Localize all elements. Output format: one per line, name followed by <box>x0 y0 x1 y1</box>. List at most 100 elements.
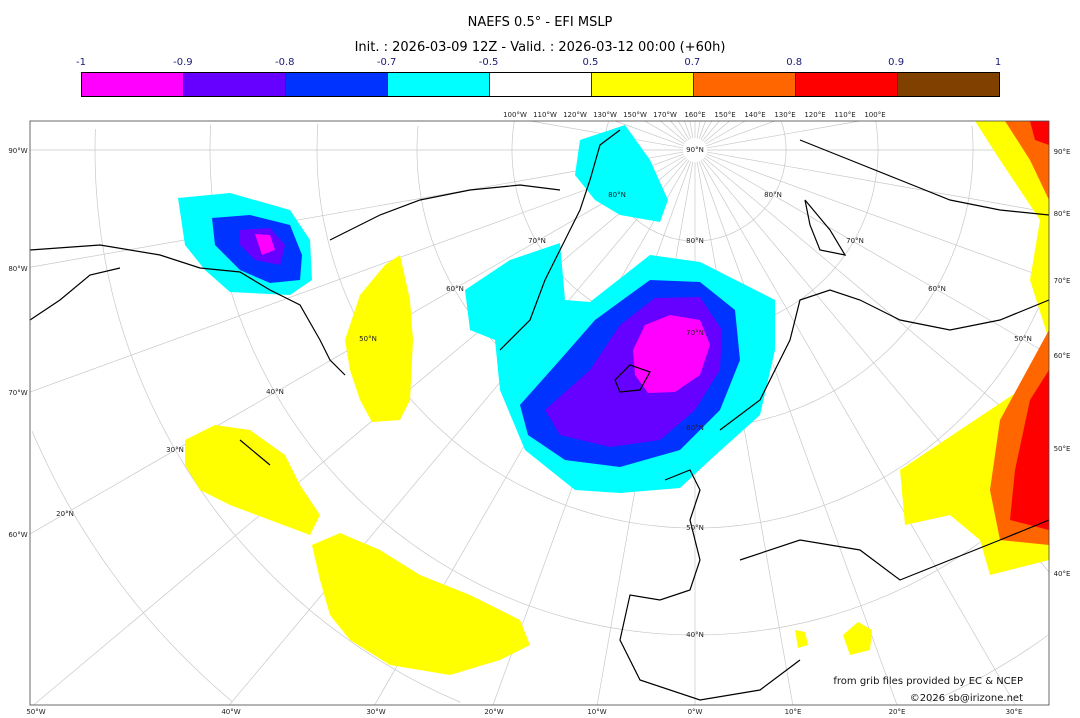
graticule-label: 20°W <box>484 708 503 716</box>
meridian <box>706 151 1050 213</box>
graticule-label: 80°N <box>686 237 704 245</box>
meridian <box>29 151 684 268</box>
colorbar <box>81 72 1000 97</box>
meridian <box>698 120 706 139</box>
graticule-label: 30°W <box>366 708 385 716</box>
graticule-label: 130°W <box>593 111 617 119</box>
meridian <box>684 120 692 139</box>
red-ne <box>1030 121 1049 145</box>
parallel <box>316 123 1049 529</box>
coastlines <box>29 129 1050 701</box>
meridian <box>229 158 688 706</box>
map-subtitle: Init. : 2026-03-09 12Z - Valid. : 2026-0… <box>354 40 726 55</box>
graticule-label: 10°E <box>785 708 802 716</box>
yellow-atlantic2 <box>312 533 530 675</box>
parallel <box>209 124 1045 636</box>
graticule-label: 170°W <box>653 111 677 119</box>
colorbar-bin <box>490 73 592 96</box>
colorbar-bin <box>184 73 286 96</box>
meridian <box>703 157 1050 448</box>
parallel <box>31 431 233 702</box>
colorbar-bin <box>286 73 388 96</box>
graticule-label: 70°N <box>686 329 704 337</box>
graticule-label: 40°N <box>686 631 704 639</box>
graticule-label: 70°W <box>8 389 27 397</box>
colorbar-bin <box>388 73 490 96</box>
yellow-labrador <box>345 255 413 422</box>
graticule-label: 110°E <box>834 111 855 119</box>
parallel <box>781 121 787 150</box>
meridian <box>700 160 1016 706</box>
meridian <box>696 120 701 139</box>
graticule-label: 30°N <box>166 446 184 454</box>
canada-cyan <box>575 125 668 222</box>
graticule-label: 60°E <box>1054 352 1071 360</box>
graticule-label: 40°E <box>1054 570 1071 578</box>
meridian <box>698 161 898 706</box>
graticule-label: 20°E <box>889 708 906 716</box>
meridian <box>33 157 687 706</box>
colorbar-bin <box>694 73 796 96</box>
graticule-label: 120°W <box>563 111 587 119</box>
graticule-label: 80°N <box>608 191 626 199</box>
graticule-label: 50°N <box>359 335 377 343</box>
graticule-label: 60°W <box>8 531 27 539</box>
colorbar-tick: 1 <box>994 57 1002 68</box>
colorbar-bin <box>898 73 999 96</box>
colorbar-tick: 0.8 <box>786 57 803 68</box>
graticule-label: 160°E <box>684 111 705 119</box>
meridian <box>660 120 687 143</box>
graticule-label: 60°N <box>446 285 464 293</box>
parallel <box>929 635 1048 703</box>
meridian <box>700 120 713 140</box>
colorbar-tick: 0.7 <box>684 57 701 68</box>
yellow-ne <box>975 121 1049 340</box>
graticule-label: 90°E <box>1054 148 1071 156</box>
meridian <box>702 120 720 142</box>
graticule-label: 50°N <box>686 524 704 532</box>
map-title: NAEFS 0.5° - EFI MSLP <box>467 15 613 30</box>
graticule-label: 70°E <box>1054 277 1071 285</box>
colorbar-bin <box>82 73 184 96</box>
yellow-med <box>843 622 872 655</box>
meridian <box>615 120 684 147</box>
graticule-label: 60°N <box>686 424 704 432</box>
colorbar-tick: 0.9 <box>888 57 905 68</box>
colorbar-tick: 0.5 <box>582 57 599 68</box>
efi-shading <box>178 121 1049 675</box>
colorbar-tick: -0.8 <box>275 57 295 68</box>
graticule-label: 80°E <box>1054 210 1071 218</box>
alaska-magenta <box>255 234 275 255</box>
yellow-med2 <box>795 630 808 648</box>
graticule-label: 50°E <box>1054 445 1071 453</box>
meridian <box>705 120 746 145</box>
graticule-label: 0°W <box>688 708 703 716</box>
graticule-label: 80°N <box>764 191 782 199</box>
meridian <box>670 120 688 142</box>
parallel <box>94 129 461 703</box>
meridian <box>689 120 694 139</box>
graticule-label: 150°W <box>623 111 647 119</box>
colorbar-bin <box>796 73 898 96</box>
copyright: ©2026 sb@irizone.net <box>909 693 1023 704</box>
colorbar-tick: -0.7 <box>376 57 397 68</box>
colorbar-tick: -1 <box>76 57 86 68</box>
graticule-label: 30°E <box>1006 708 1023 716</box>
meridian <box>706 153 1050 280</box>
meridian <box>706 120 775 147</box>
graticule-label: 20°N <box>56 510 74 518</box>
graticule-label: 90°W <box>8 147 27 155</box>
red-east <box>1010 370 1049 530</box>
graticule-label: 40°W <box>221 708 240 716</box>
meridian <box>29 153 684 393</box>
colorbar-tick: -0.5 <box>478 57 499 68</box>
graticule-label: 80°W <box>8 265 27 273</box>
yellow-atlantic1 <box>185 425 320 535</box>
map-frame <box>29 120 1050 706</box>
meridian <box>677 120 690 140</box>
graticule-label: 60°N <box>928 285 946 293</box>
meridian <box>696 161 794 706</box>
colorbar-bin <box>592 73 694 96</box>
graticule-label: 70°N <box>846 237 864 245</box>
